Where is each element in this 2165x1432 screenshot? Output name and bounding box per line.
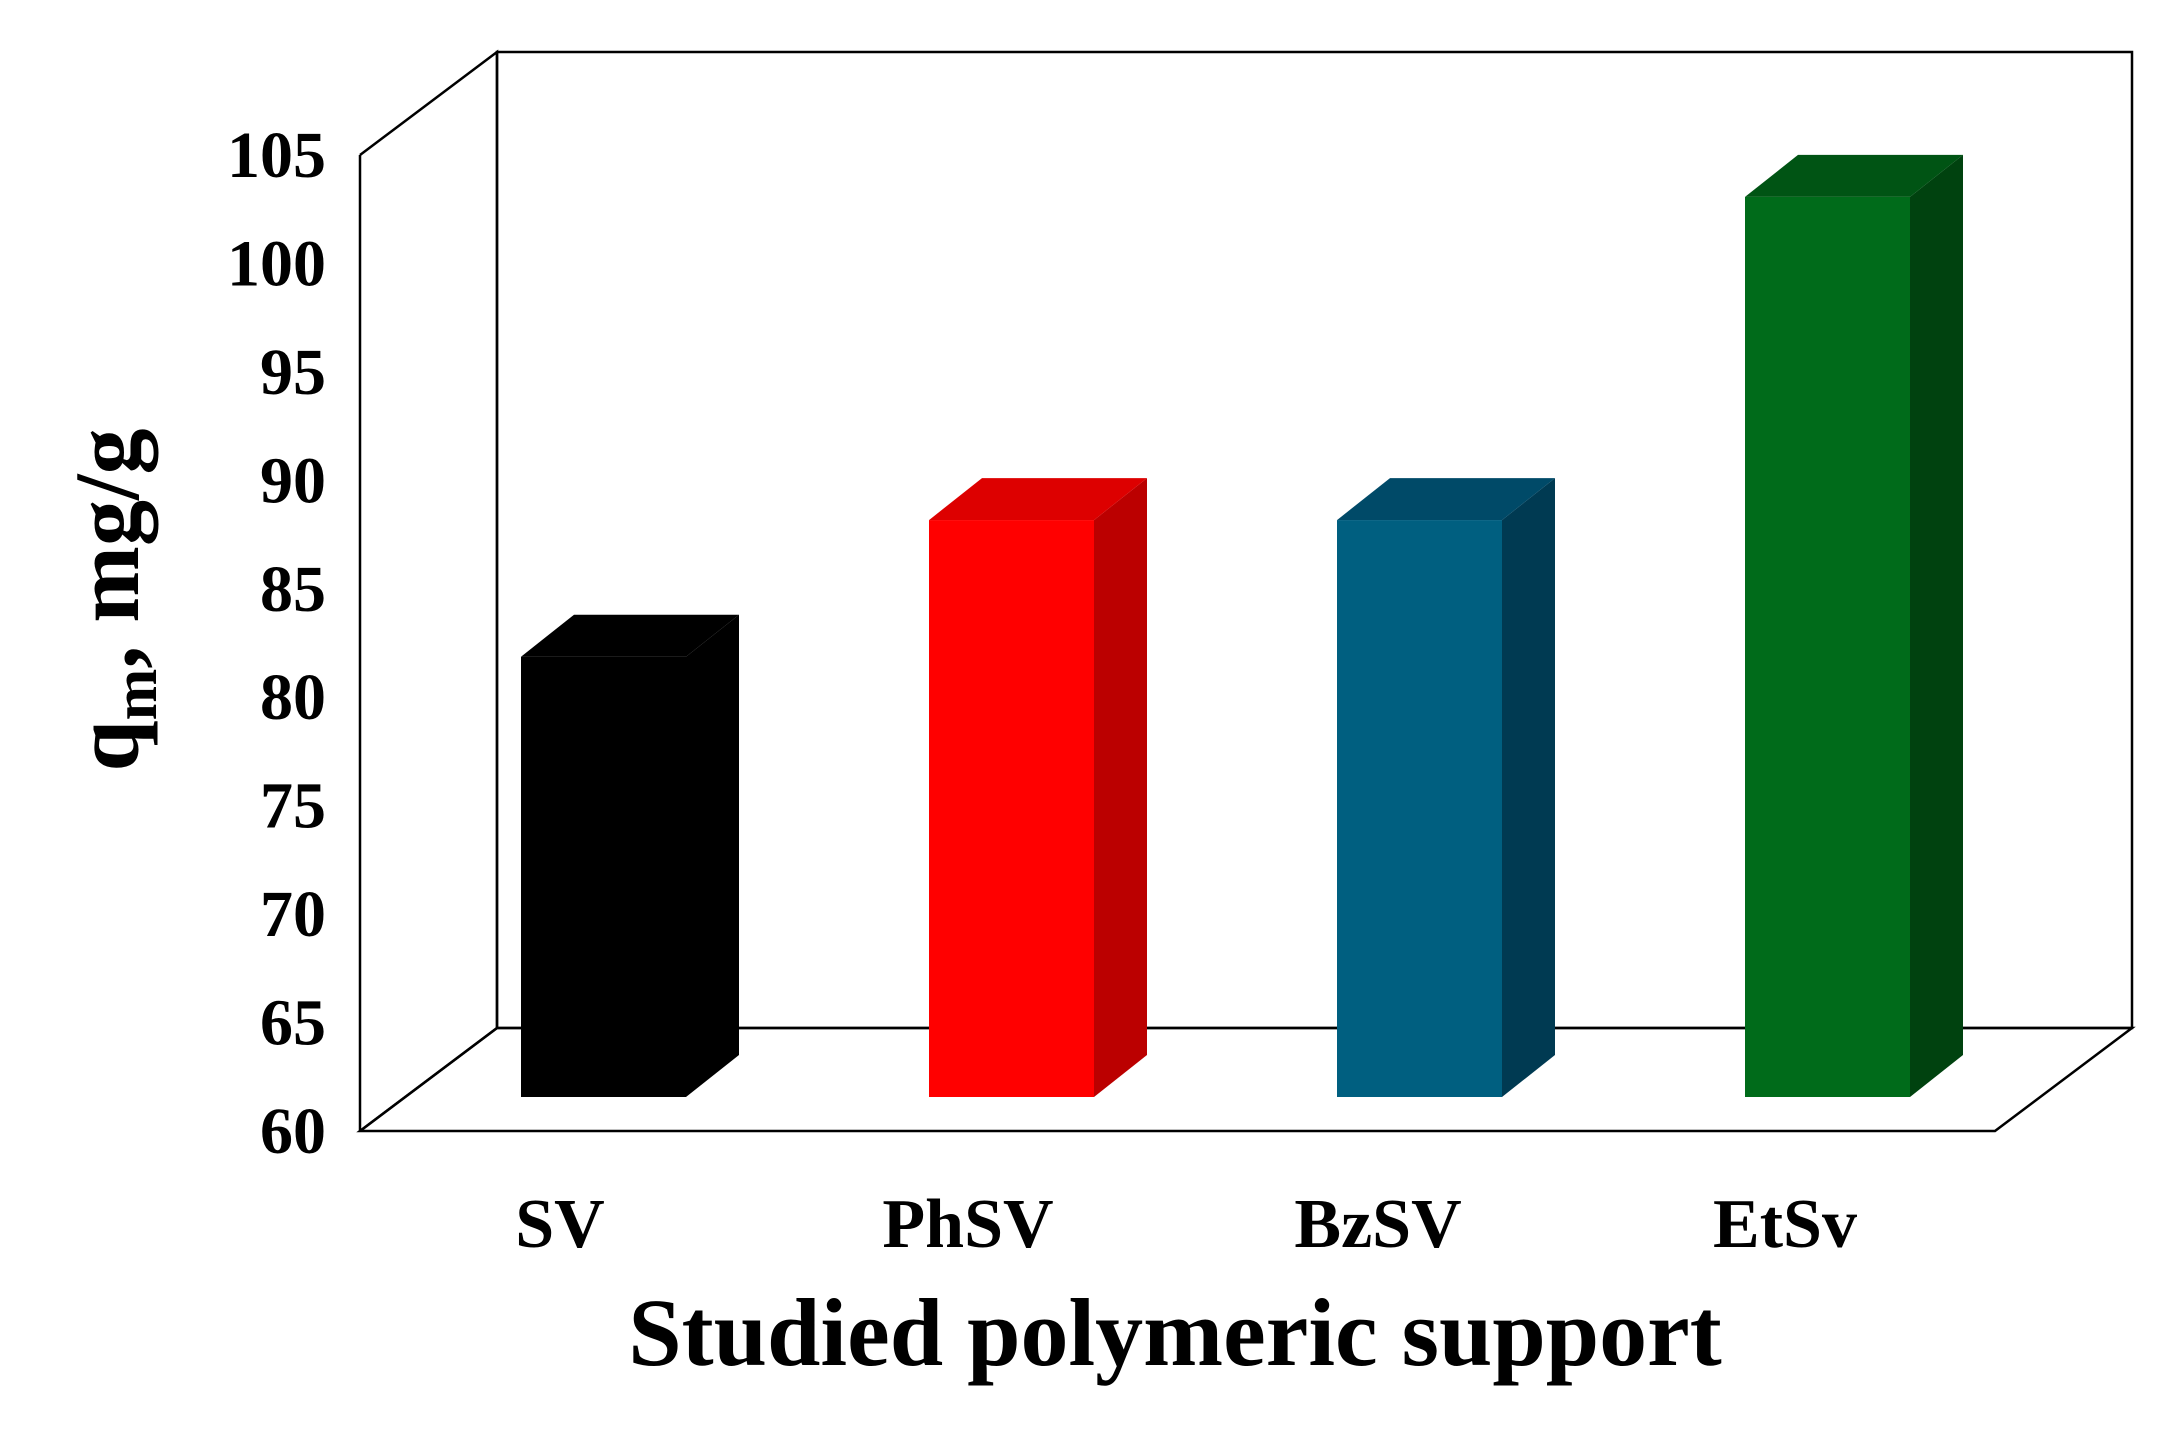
bar-side — [686, 614, 739, 1097]
y-tick-label: 65 — [260, 987, 326, 1060]
bar-etsv — [1745, 154, 1963, 1097]
y-tick-label: 70 — [260, 878, 326, 951]
y-axis-title-suffix: , mg/g — [56, 428, 158, 668]
bar-top — [1337, 478, 1555, 521]
bar-front — [929, 520, 1094, 1097]
bar-top — [929, 478, 1147, 521]
y-tick-label: 95 — [260, 336, 326, 409]
bars-group — [521, 154, 1963, 1097]
bar-front — [521, 656, 686, 1097]
x-category-labels: SV PhSV BzSV EtSv — [515, 1186, 1857, 1263]
side-wall — [359, 49, 499, 1132]
bar-side — [1910, 154, 1963, 1097]
bar-bzsv — [1337, 478, 1555, 1097]
y-tick-label: 105 — [227, 119, 326, 192]
y-tick-label: 85 — [260, 553, 326, 626]
y-tick-label: 60 — [260, 1095, 326, 1168]
bar-sv — [521, 614, 739, 1097]
y-tick-label: 80 — [260, 661, 326, 734]
bar-side — [1502, 478, 1555, 1097]
x-category-label: EtSv — [1713, 1186, 1857, 1263]
floor — [356, 1026, 2136, 1133]
x-category-label: BzSV — [1294, 1186, 1461, 1263]
bar-top — [1745, 154, 1963, 197]
y-axis-title-group: qm, mg/g — [56, 428, 170, 771]
bar-top — [521, 614, 739, 657]
bar-phsv — [929, 478, 1147, 1097]
x-category-label: SV — [515, 1186, 604, 1263]
bar-front — [1337, 520, 1502, 1097]
bar-front — [1745, 196, 1910, 1097]
y-tick-label: 100 — [227, 227, 326, 300]
y-tick-label: 75 — [260, 770, 326, 843]
x-category-label: PhSV — [882, 1186, 1053, 1263]
bar-side — [1094, 478, 1147, 1097]
y-tick-label: 90 — [260, 444, 326, 517]
y-axis-title-main: q — [56, 720, 158, 771]
chart-frame — [356, 49, 2136, 1133]
x-axis-title: Studied polymeric support — [628, 1279, 1721, 1386]
y-axis-title: qm, mg/g — [56, 428, 170, 771]
y-axis-title-subscript: m — [102, 669, 170, 721]
y-tick-labels: 60 65 70 75 80 85 90 95 100 105 — [227, 119, 326, 1168]
